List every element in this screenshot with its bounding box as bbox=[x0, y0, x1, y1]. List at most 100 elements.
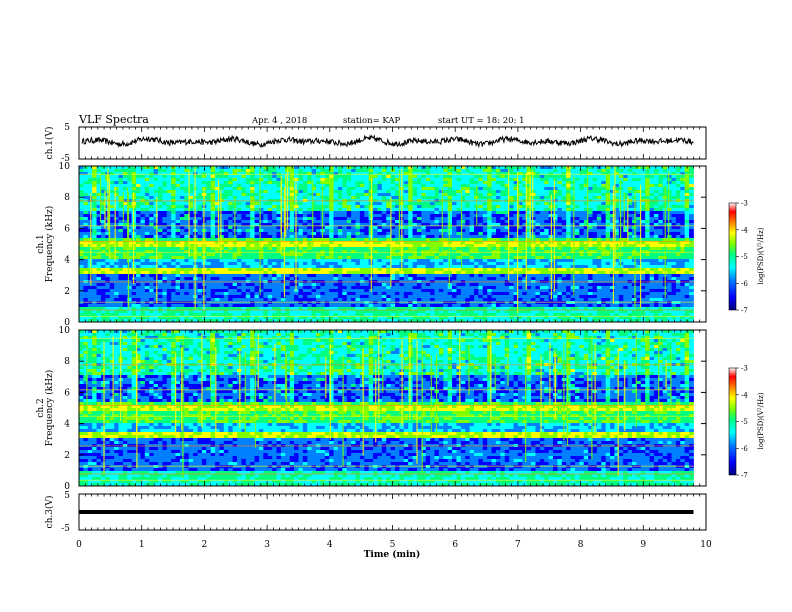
spectrogram-cell bbox=[618, 172, 624, 176]
spectrogram-cell bbox=[649, 172, 655, 176]
spectrogram-cell bbox=[289, 235, 295, 239]
spectrogram-cell bbox=[680, 235, 686, 239]
spectrogram-cell bbox=[487, 226, 492, 230]
spectrogram-cell bbox=[223, 268, 229, 272]
spectrogram-cell bbox=[342, 208, 348, 212]
spectrogram-cell bbox=[285, 250, 291, 254]
spectrogram-cell bbox=[171, 229, 176, 233]
spectrogram-cell bbox=[434, 262, 440, 266]
spectrogram-cell bbox=[114, 244, 119, 248]
spectrogram-cell bbox=[219, 250, 225, 254]
spectrogram-cell bbox=[592, 205, 598, 209]
spectrogram-cell bbox=[373, 271, 378, 275]
spectrogram-cell bbox=[289, 238, 295, 242]
spectrogram-cell bbox=[574, 235, 580, 239]
spectrogram-cell bbox=[421, 253, 427, 257]
spectrogram-cell bbox=[487, 202, 492, 206]
spectrogram-cell bbox=[219, 208, 225, 212]
spectrogram-cell bbox=[162, 241, 168, 245]
spectrogram-cell bbox=[465, 193, 471, 197]
spectrogram-cell bbox=[526, 181, 532, 185]
spectrogram-cell bbox=[627, 247, 633, 251]
spectrogram-cell bbox=[122, 226, 128, 230]
spectrogram-cell bbox=[267, 262, 273, 266]
spectrogram-cell bbox=[272, 190, 277, 194]
spectrogram-cell bbox=[254, 202, 260, 206]
spectrogram-cell bbox=[438, 220, 444, 224]
spectrogram-cell bbox=[272, 232, 277, 236]
spectrogram-cell bbox=[302, 256, 308, 260]
spectrogram-cell bbox=[675, 232, 681, 236]
spectrogram-cell bbox=[557, 208, 563, 212]
spectrogram-cell bbox=[390, 244, 396, 248]
spectrogram-cell bbox=[588, 175, 593, 179]
spectrogram-cell bbox=[667, 202, 672, 206]
spectrogram-cell bbox=[87, 211, 93, 215]
spectrogram-cell bbox=[342, 235, 348, 239]
spectrogram-cell bbox=[215, 217, 220, 221]
spectrogram-cell bbox=[289, 256, 295, 260]
spectrogram-cell bbox=[412, 244, 418, 248]
spectrogram-cell bbox=[210, 250, 216, 254]
spectrogram-cell bbox=[373, 193, 378, 197]
spectrogram-cell bbox=[355, 187, 361, 191]
spectrogram-cell bbox=[452, 229, 457, 233]
spectrogram-cell bbox=[680, 226, 686, 230]
spectrogram-cell bbox=[346, 214, 352, 218]
spectrogram-cell bbox=[416, 259, 422, 263]
spectrogram-cell bbox=[596, 223, 602, 227]
spectrogram-cell bbox=[228, 166, 234, 170]
spectrogram-cell bbox=[491, 235, 497, 239]
spectrogram-cell bbox=[535, 259, 541, 263]
spectrogram-cell bbox=[474, 169, 479, 173]
spectrogram-cell bbox=[447, 229, 453, 233]
spectrogram-cell bbox=[166, 262, 172, 266]
spectrogram-cell bbox=[267, 259, 273, 263]
spectrogram-cell bbox=[109, 271, 115, 275]
spectrogram-cell bbox=[140, 229, 146, 233]
spectrogram-cell bbox=[539, 217, 545, 221]
spectrogram-cell bbox=[280, 223, 286, 227]
spectrogram-cell bbox=[561, 193, 567, 197]
spectrogram-cell bbox=[311, 187, 317, 191]
spectrogram-cell bbox=[364, 250, 370, 254]
spectrogram-cell bbox=[500, 226, 506, 230]
spectrogram-cell bbox=[144, 250, 150, 254]
spectrogram-cell bbox=[474, 238, 479, 242]
spectrogram-cell bbox=[373, 220, 378, 224]
spectrogram-cell bbox=[237, 172, 242, 176]
spectrogram-cell bbox=[197, 187, 203, 191]
spectrogram-cell bbox=[610, 241, 615, 245]
spectrogram-cell bbox=[175, 244, 181, 248]
spectrogram-cell bbox=[649, 166, 655, 170]
spectrogram-cell bbox=[188, 205, 194, 209]
spectrogram-cell bbox=[610, 181, 615, 185]
spectrogram-cell bbox=[579, 184, 585, 188]
spectrogram-cell bbox=[342, 211, 348, 215]
spectrogram-cell bbox=[250, 214, 255, 218]
spectrogram-cell bbox=[215, 172, 220, 176]
spectrogram-cell bbox=[311, 238, 317, 242]
spectrogram-cell bbox=[228, 172, 234, 176]
spectrogram-cell bbox=[474, 250, 479, 254]
spectrogram-cell bbox=[561, 166, 567, 170]
spectrogram-cell bbox=[324, 268, 330, 272]
spectrogram-cell bbox=[149, 238, 155, 242]
spectrogram-cell bbox=[346, 244, 352, 248]
spectrogram-cell bbox=[513, 202, 519, 206]
spectrogram-cell bbox=[373, 166, 378, 170]
spectrogram-cell bbox=[114, 256, 119, 260]
spectrogram-cell bbox=[566, 265, 571, 269]
spectrogram-cell bbox=[197, 253, 203, 257]
spectrogram-cell bbox=[601, 256, 607, 260]
spectrogram-cell bbox=[601, 244, 607, 248]
spectrogram-cell bbox=[215, 223, 220, 227]
spectrogram-cell bbox=[557, 172, 563, 176]
spectrogram-cell bbox=[289, 268, 295, 272]
spectrogram-cell bbox=[601, 226, 607, 230]
spectrogram-cell bbox=[109, 241, 115, 245]
spectrogram-cell bbox=[553, 250, 558, 254]
spectrogram-cell bbox=[526, 262, 532, 266]
spectrogram-cell bbox=[416, 172, 422, 176]
spectrogram-cell bbox=[100, 196, 106, 200]
